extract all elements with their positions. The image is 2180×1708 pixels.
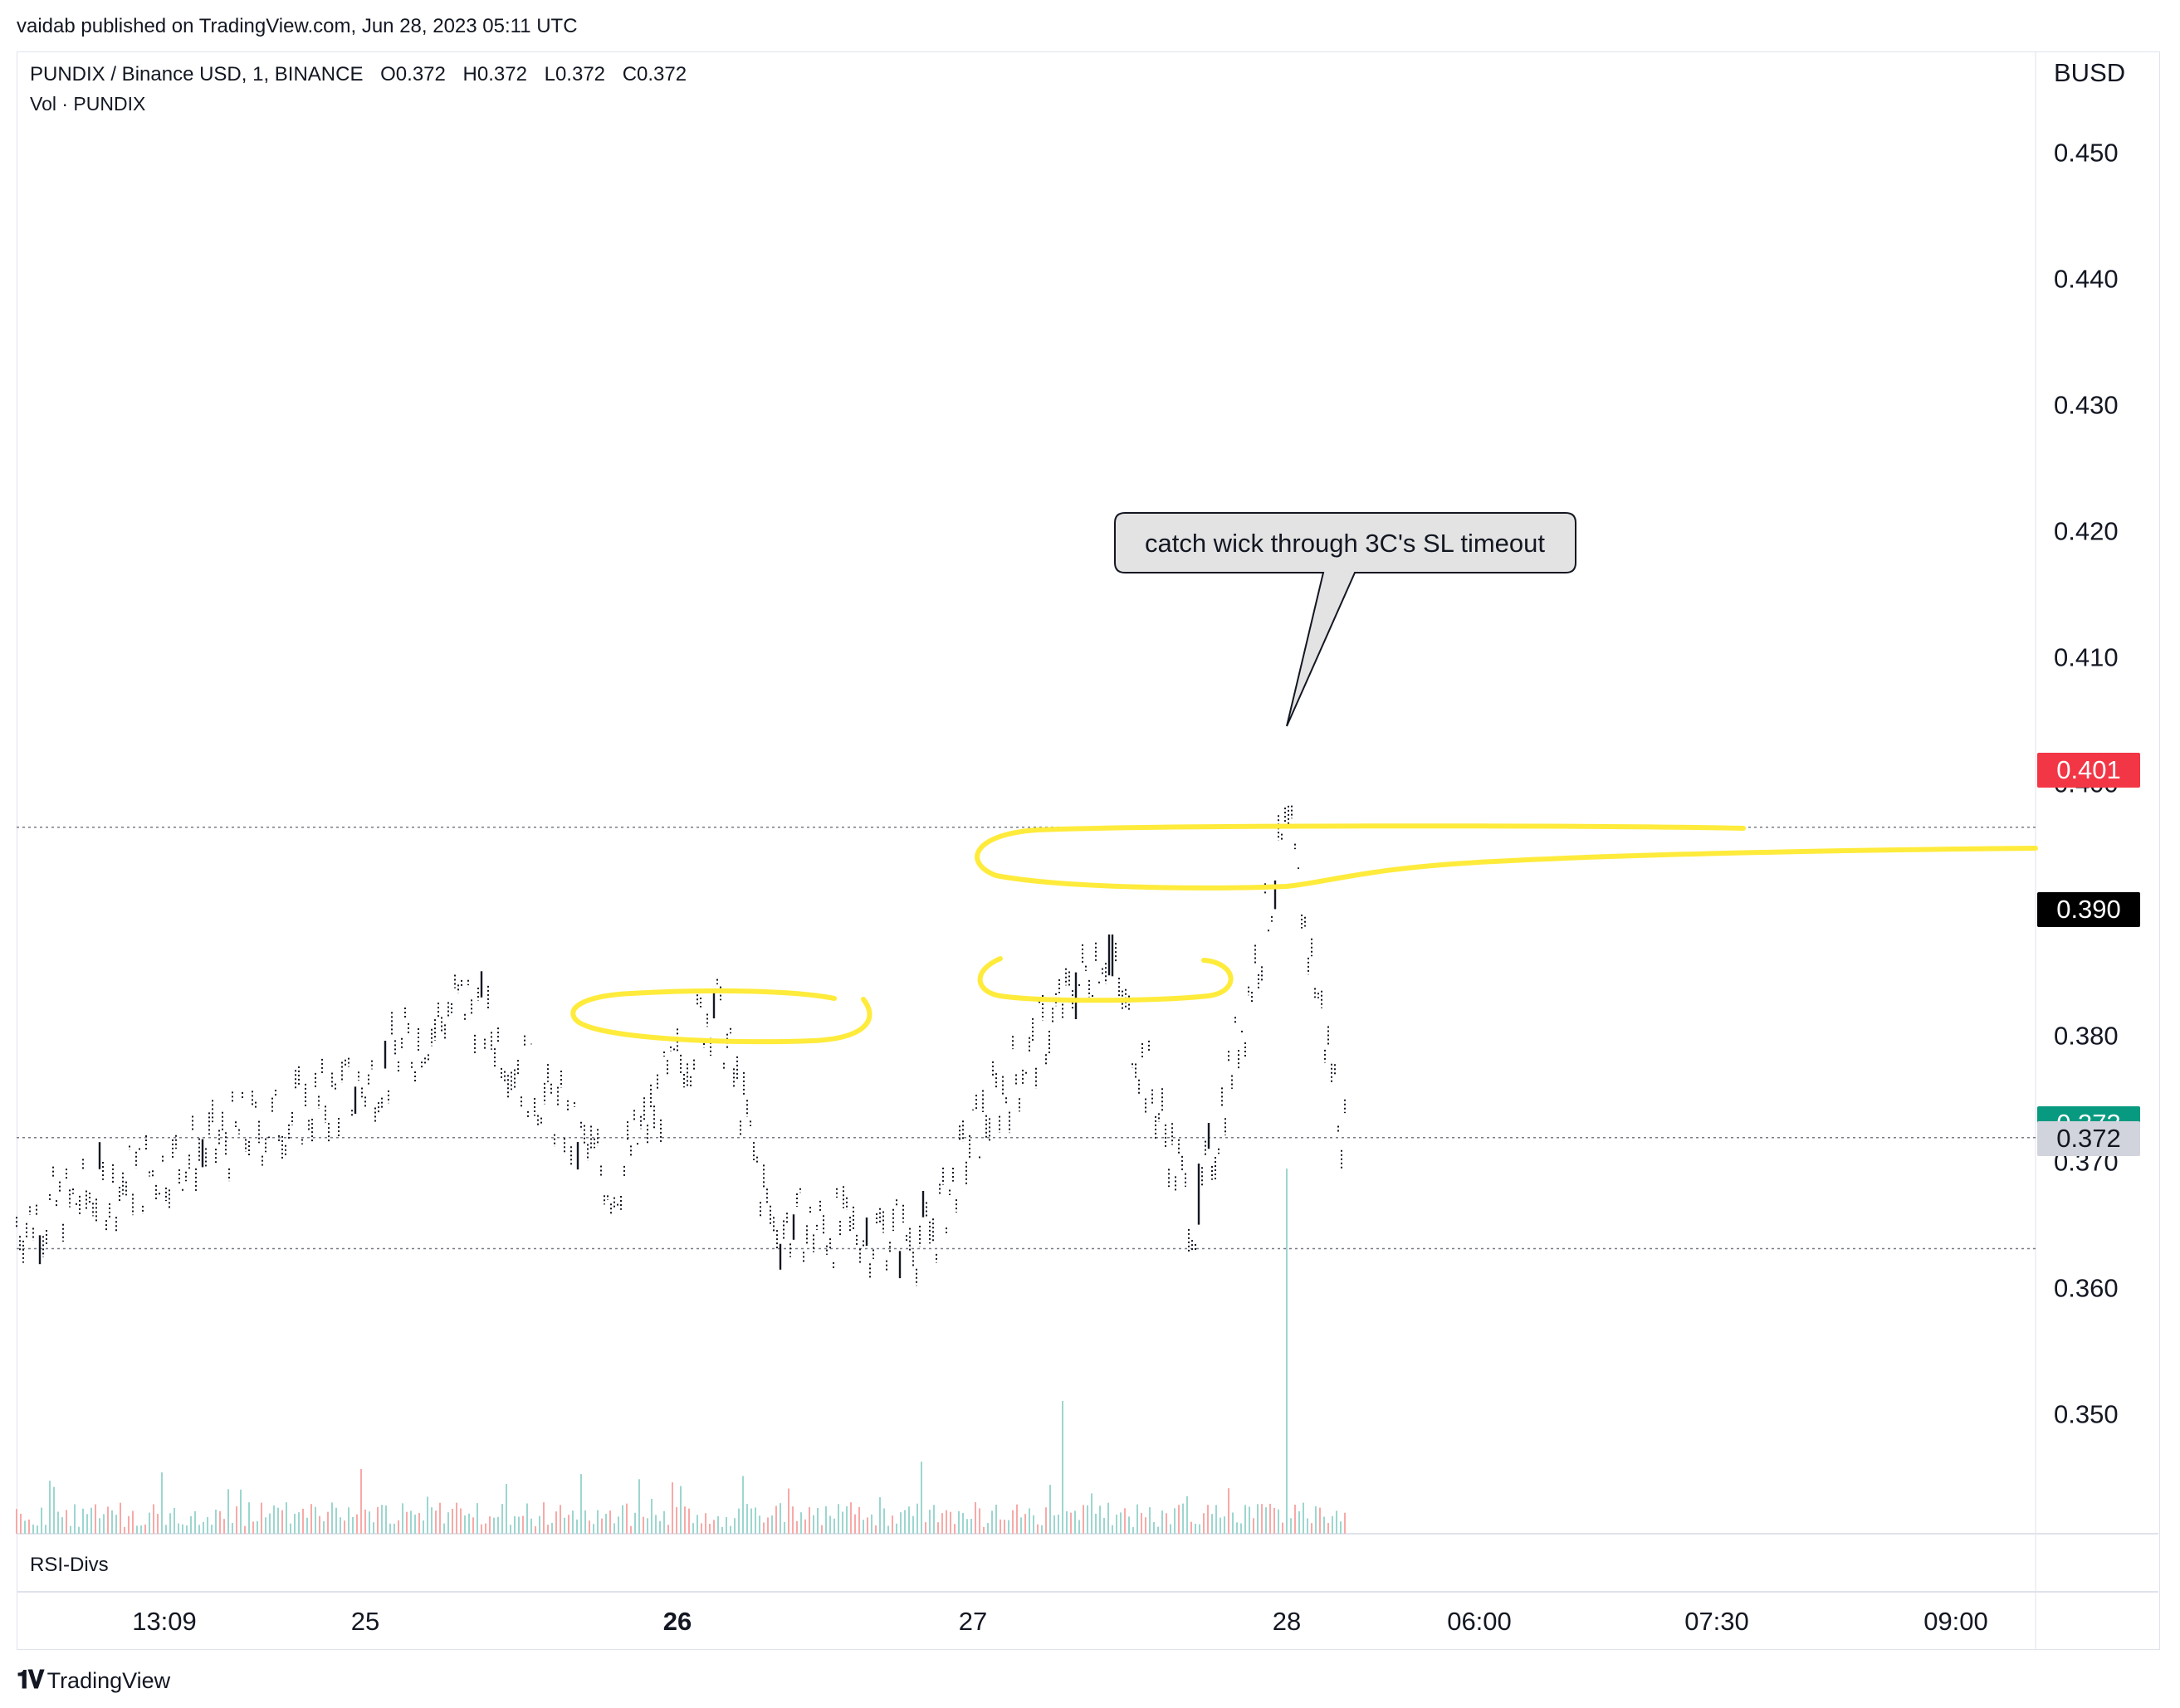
time-tick-label: 13:09 [132, 1607, 197, 1636]
volume-bars [16, 1169, 1346, 1534]
rsi-pane-label[interactable]: RSI-Divs [30, 1554, 109, 1576]
time-tick-label: 27 [959, 1607, 987, 1636]
time-tick-label: 25 [351, 1607, 379, 1636]
tradingview-logo-icon: 𝟏𝐕 [17, 1667, 45, 1694]
time-tick-label: 28 [1273, 1607, 1301, 1636]
currency-label: BUSD [2054, 58, 2126, 87]
time-tick-label: 26 [663, 1607, 692, 1636]
volume-legend[interactable]: Vol · PUNDIX [30, 93, 146, 115]
ohlc-high: H0.372 [462, 63, 527, 85]
annotation-callout[interactable]: catch wick through 3C's SL timeout [1114, 512, 1576, 727]
price-tick-label: 0.430 [2054, 391, 2119, 420]
chart-frame [17, 51, 2160, 1650]
ohlc-close: C0.372 [622, 63, 687, 85]
highlight-ellipse-28 [975, 823, 2038, 891]
price-tick-label: 0.450 [2054, 139, 2119, 168]
candles [16, 805, 1346, 1286]
time-tick-label: 06:00 [1447, 1607, 1512, 1636]
price-tick-label: 0.350 [2054, 1400, 2119, 1429]
ohlc-low: L0.372 [544, 63, 606, 85]
symbol-legend[interactable]: PUNDIX / Binance USD, 1, BINANCE O0.372 … [30, 63, 698, 86]
price-tag: 0.401 [2037, 753, 2140, 788]
price-tag: 0.372 [2037, 1121, 2140, 1157]
tradingview-logo[interactable]: 𝟏𝐕 TradingView [17, 1667, 170, 1695]
ohlc-open: O0.372 [380, 63, 446, 85]
price-axis[interactable]: 0.3500.3600.3700.3800.3900.4000.4100.420… [2054, 139, 2119, 1429]
price-tag: 0.390 [2037, 891, 2140, 927]
price-tick-label: 0.440 [2054, 265, 2119, 294]
annotation-text: catch wick through 3C's SL timeout [1145, 529, 1545, 558]
tradingview-logo-text: TradingView [46, 1667, 171, 1693]
published-caption: vaidab published on TradingView.com, Jun… [17, 15, 578, 37]
callout-bubble [1114, 512, 1576, 727]
horizontal-levels [17, 827, 2036, 1250]
highlight-ellipse-26 [570, 988, 872, 1045]
price-tick-label: 0.420 [2054, 517, 2119, 546]
yellow-highlight-drawings[interactable] [570, 823, 2038, 1045]
price-tick-label: 0.380 [2054, 1022, 2119, 1051]
time-tick-label: 07:30 [1684, 1607, 1749, 1636]
highlight-ellipse-27 [977, 956, 1234, 1003]
time-axis[interactable]: 13:09 25 26 27 28 06:00 07:30 09:00 [132, 1607, 1988, 1636]
symbol-title[interactable]: PUNDIX / Binance USD, 1, BINANCE [30, 63, 364, 85]
time-tick-label: 09:00 [1923, 1607, 1988, 1636]
price-tick-label: 0.360 [2054, 1274, 2119, 1303]
price-tick-label: 0.410 [2054, 643, 2119, 672]
